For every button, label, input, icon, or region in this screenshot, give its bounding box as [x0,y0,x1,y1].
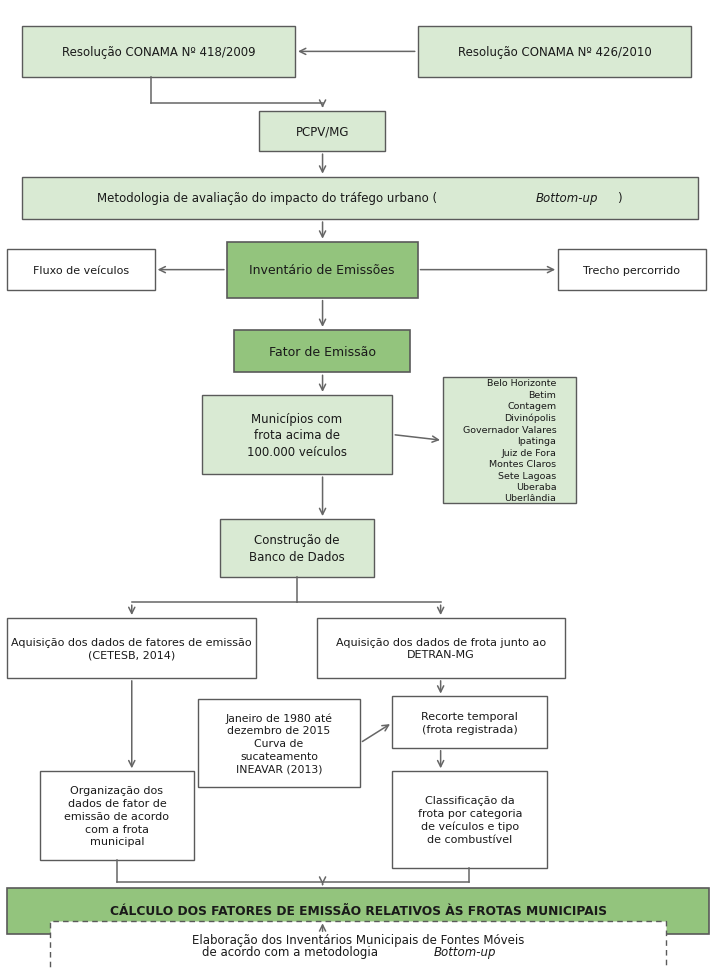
Text: Fator de Emissão: Fator de Emissão [269,345,376,359]
FancyBboxPatch shape [7,618,256,678]
Text: Construção de
Banco de Dados: Construção de Banco de Dados [249,534,345,563]
FancyBboxPatch shape [22,177,698,220]
FancyBboxPatch shape [392,771,547,868]
FancyBboxPatch shape [22,27,295,78]
Text: ): ) [617,192,621,205]
FancyBboxPatch shape [259,111,385,152]
Text: Inventário de Emissões: Inventário de Emissões [249,264,395,277]
FancyBboxPatch shape [234,330,410,373]
Text: Belo Horizonte
Betim
Contagem
Divinópolis
Governador Valares
Ipatinga
Juiz de Fo: Belo Horizonte Betim Contagem Divinópoli… [462,379,557,503]
FancyBboxPatch shape [7,250,155,291]
Text: Aquisição dos dados de fatores de emissão
(CETESB, 2014): Aquisição dos dados de fatores de emissã… [11,637,252,660]
FancyBboxPatch shape [220,519,374,578]
Text: Recorte temporal
(frota registrada): Recorte temporal (frota registrada) [421,711,518,734]
Text: Elaboração dos Inventários Municipais de Fontes Móveis: Elaboração dos Inventários Municipais de… [192,933,524,947]
FancyBboxPatch shape [392,697,547,748]
Text: Resolução CONAMA Nº 426/2010: Resolução CONAMA Nº 426/2010 [457,46,652,59]
Text: Bottom-up: Bottom-up [434,945,496,958]
Text: Trecho percorrido: Trecho percorrido [583,266,680,275]
Text: Organização dos
dados de fator de
emissão de acordo
com a frota
municipal: Organização dos dados de fator de emissã… [65,785,169,847]
FancyBboxPatch shape [202,395,392,475]
FancyBboxPatch shape [317,618,565,678]
Text: Bottom-up: Bottom-up [536,192,598,205]
Text: Fluxo de veículos: Fluxo de veículos [33,266,129,275]
FancyBboxPatch shape [7,888,709,934]
FancyBboxPatch shape [198,700,360,787]
Text: Municípios com
frota acima de
100.000 veículos: Municípios com frota acima de 100.000 ve… [247,412,347,458]
Text: Janeiro de 1980 até
dezembro de 2015
Curva de
sucateamento
INEAVAR (2013): Janeiro de 1980 até dezembro de 2015 Cur… [225,712,333,774]
FancyBboxPatch shape [227,242,418,298]
Text: de acordo com a metodologia: de acordo com a metodologia [202,945,382,958]
Text: Aquisição dos dados de frota junto ao
DETRAN-MG: Aquisição dos dados de frota junto ao DE… [336,637,546,660]
Text: PCPV/MG: PCPV/MG [295,125,349,139]
Text: Metodologia de avaliação do impacto do tráfego urbano (: Metodologia de avaliação do impacto do t… [97,192,437,205]
FancyBboxPatch shape [418,27,691,78]
Text: CÁLCULO DOS FATORES DE EMISSÃO RELATIVOS ÀS FROTAS MUNICIPAIS: CÁLCULO DOS FATORES DE EMISSÃO RELATIVOS… [109,904,607,918]
FancyBboxPatch shape [50,921,666,969]
Text: Resolução CONAMA Nº 418/2009: Resolução CONAMA Nº 418/2009 [62,46,255,59]
FancyBboxPatch shape [558,250,706,291]
FancyBboxPatch shape [40,771,194,860]
FancyBboxPatch shape [443,378,576,504]
Text: Classificação da
frota por categoria
de veículos e tipo
de combustível: Classificação da frota por categoria de … [418,796,522,844]
